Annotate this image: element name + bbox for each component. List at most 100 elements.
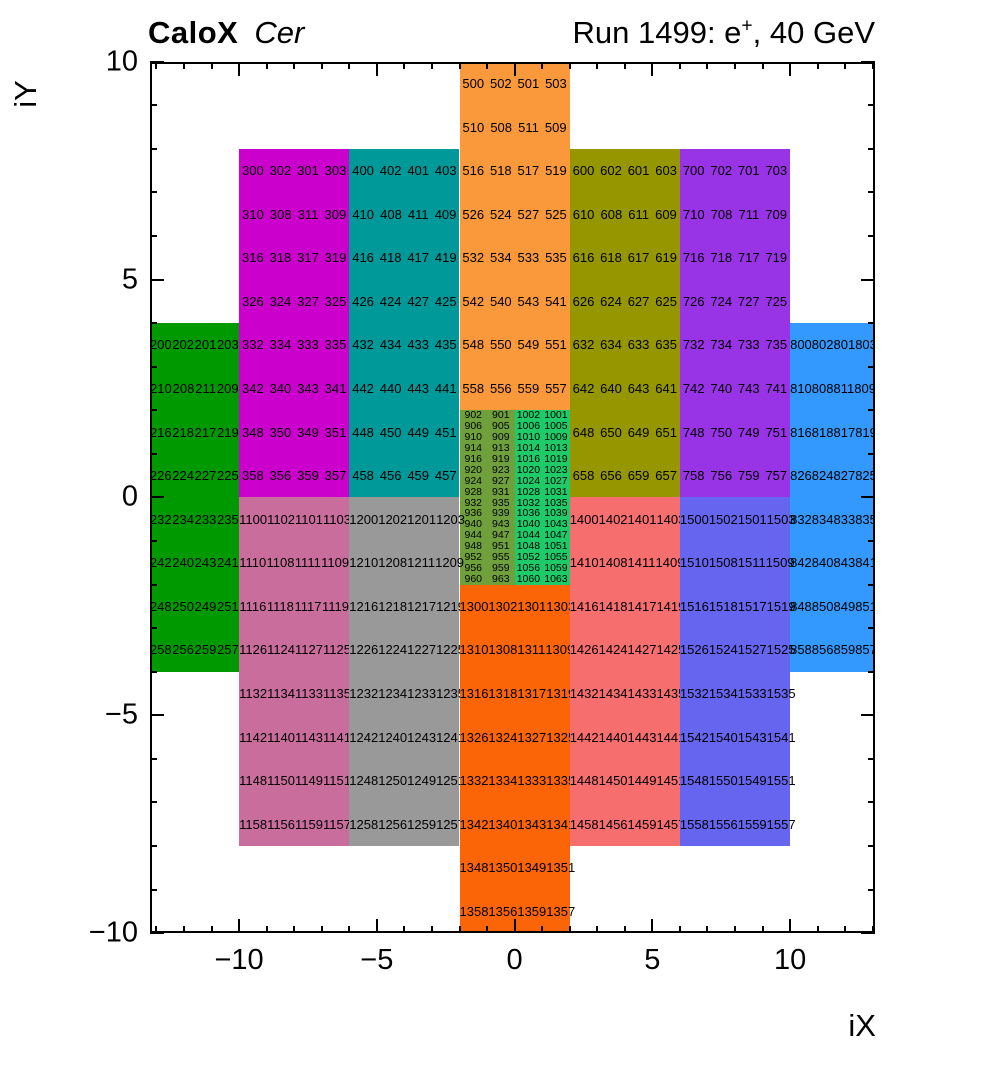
- channel-row: 1416 1418 1417 1419: [570, 585, 686, 629]
- channel-number: 1442: [569, 729, 599, 745]
- channel-row: 816 818 817 819: [790, 410, 873, 454]
- channel-number: 818: [811, 424, 834, 440]
- channel-row: 1036 1039: [515, 508, 570, 519]
- channel-number: 1109: [321, 555, 350, 571]
- channel-number: 719: [765, 250, 788, 266]
- channel-number: 703: [765, 163, 788, 179]
- channel-number: 826: [790, 468, 812, 484]
- channel-row: 848 850 849 851: [790, 585, 873, 629]
- channel-number: 833: [833, 511, 856, 527]
- channel-number: 1440: [598, 729, 628, 745]
- channel-number: 617: [627, 250, 650, 266]
- ch1500-block: 1500 1502 1501 1503 1510 1508 1511 1509 1516 1518…: [679, 497, 796, 846]
- channel-number: 1118: [266, 598, 294, 614]
- channel-number: 418: [379, 250, 402, 266]
- channel-number: 1023: [544, 463, 568, 476]
- channel-number: 1124: [267, 642, 296, 658]
- channel-number: 340: [269, 380, 292, 396]
- channel-number: 1257: [436, 816, 465, 832]
- channel-row: 1326 1324 1327 1325: [460, 715, 576, 759]
- channel-row: 1558 1556 1559 1557: [680, 802, 796, 846]
- x-tick-label: 0: [506, 944, 523, 976]
- channel-number: 1319: [546, 685, 576, 701]
- channel-number: 240: [172, 555, 194, 571]
- channel-number: 1202: [378, 511, 408, 527]
- channel-number: 300: [242, 163, 264, 179]
- channel-number: 902: [464, 409, 483, 422]
- channel-number: 1226: [349, 642, 379, 658]
- channel-row: 442 440 443 441: [349, 367, 459, 411]
- channel-number: 963: [492, 572, 510, 585]
- channel-row: 928 931: [460, 486, 515, 497]
- channel-row: 1148 1150 1149 1151: [239, 759, 351, 803]
- channel-number: 1258: [349, 816, 379, 832]
- channel-number: 218: [172, 424, 194, 440]
- channel-number: 901: [492, 409, 510, 422]
- channel-number: 716: [682, 250, 705, 266]
- channel-row: 726 724 727 725: [680, 280, 790, 324]
- channel-number: 1551: [766, 773, 796, 789]
- channel-row: 300 302 301 303: [239, 149, 349, 193]
- channel-row: 610 608 611 609: [570, 192, 680, 236]
- ch1200-block: 1200 1202 1201 1203 1210 1208 1211 1209 1216 1218…: [349, 497, 465, 846]
- channel-number: 1251: [436, 773, 465, 789]
- channel-number: 1010: [516, 431, 541, 444]
- channel-row: 1248 1250 1249 1251: [349, 759, 465, 803]
- channel-number: 1103: [323, 511, 351, 527]
- channel-number: 1044: [516, 529, 541, 542]
- channel-row: 1126 1124 1127 1125: [239, 628, 351, 672]
- channel-number: 635: [655, 337, 677, 353]
- channel-row: 232 234 233 235: [152, 497, 239, 541]
- channel-number: 1332: [459, 773, 489, 789]
- channel-number: 356: [269, 468, 292, 484]
- channel-number: 801: [833, 337, 856, 353]
- channel-row: 210 208 211 209: [150, 367, 239, 411]
- channel-number: 425: [434, 293, 457, 309]
- channel-number: 210: [150, 380, 172, 396]
- channel-number: 1510: [679, 555, 709, 571]
- channel-number: 1235: [436, 685, 465, 701]
- channel-row: 248 250 249 251: [152, 585, 239, 629]
- channel-number: 632: [572, 337, 595, 353]
- channel-number: 758: [682, 468, 705, 484]
- channel-number: 809: [854, 380, 875, 396]
- channel-number: 202: [172, 337, 194, 353]
- channel-number: 642: [572, 380, 595, 396]
- channel-number: 408: [380, 206, 402, 222]
- channel-number: 948: [464, 540, 483, 553]
- channel-row: 632 634 633 635: [570, 323, 680, 367]
- channel-number: 936: [464, 507, 483, 520]
- channel-number: 759: [737, 468, 760, 484]
- channel-number: 332: [242, 337, 264, 353]
- channel-number: 1133: [295, 685, 323, 701]
- channel-number: 501: [517, 75, 540, 91]
- channel-number: 1508: [708, 555, 738, 571]
- channel-number: 532: [462, 250, 485, 266]
- channel-number: 1459: [627, 816, 657, 832]
- channel-number: 1224: [378, 642, 408, 658]
- channel-number: 1333: [517, 773, 547, 789]
- channel-number: 748: [682, 424, 705, 440]
- channel-number: 1209: [435, 555, 465, 571]
- channel-number: 1418: [598, 598, 628, 614]
- channel-number: 549: [517, 337, 540, 353]
- channel-row: 710 708 711 709: [680, 192, 790, 236]
- channel-number: 1142: [239, 729, 268, 745]
- channel-number: 259: [194, 642, 217, 658]
- channel-row: 648 650 649 651: [570, 410, 680, 454]
- channel-number: 440: [379, 380, 402, 396]
- channel-row: 1442 1440 1443 1441: [569, 715, 686, 759]
- channel-number: 342: [242, 380, 264, 396]
- channel-number: 1557: [766, 816, 796, 832]
- channel-number: 535: [545, 250, 567, 266]
- channel-number: 626: [572, 293, 595, 309]
- channel-row: 542 540 543 541: [460, 280, 570, 324]
- channel-row: 1048 1051: [515, 541, 570, 552]
- channel-number: 1458: [569, 816, 599, 832]
- channel-number: 1340: [488, 816, 518, 832]
- channel-number: 1451: [656, 773, 686, 789]
- channel-number: 740: [710, 380, 733, 396]
- channel-number: 1324: [488, 729, 518, 745]
- channel-number: 1357: [546, 903, 576, 919]
- channel-number: 741: [765, 380, 788, 396]
